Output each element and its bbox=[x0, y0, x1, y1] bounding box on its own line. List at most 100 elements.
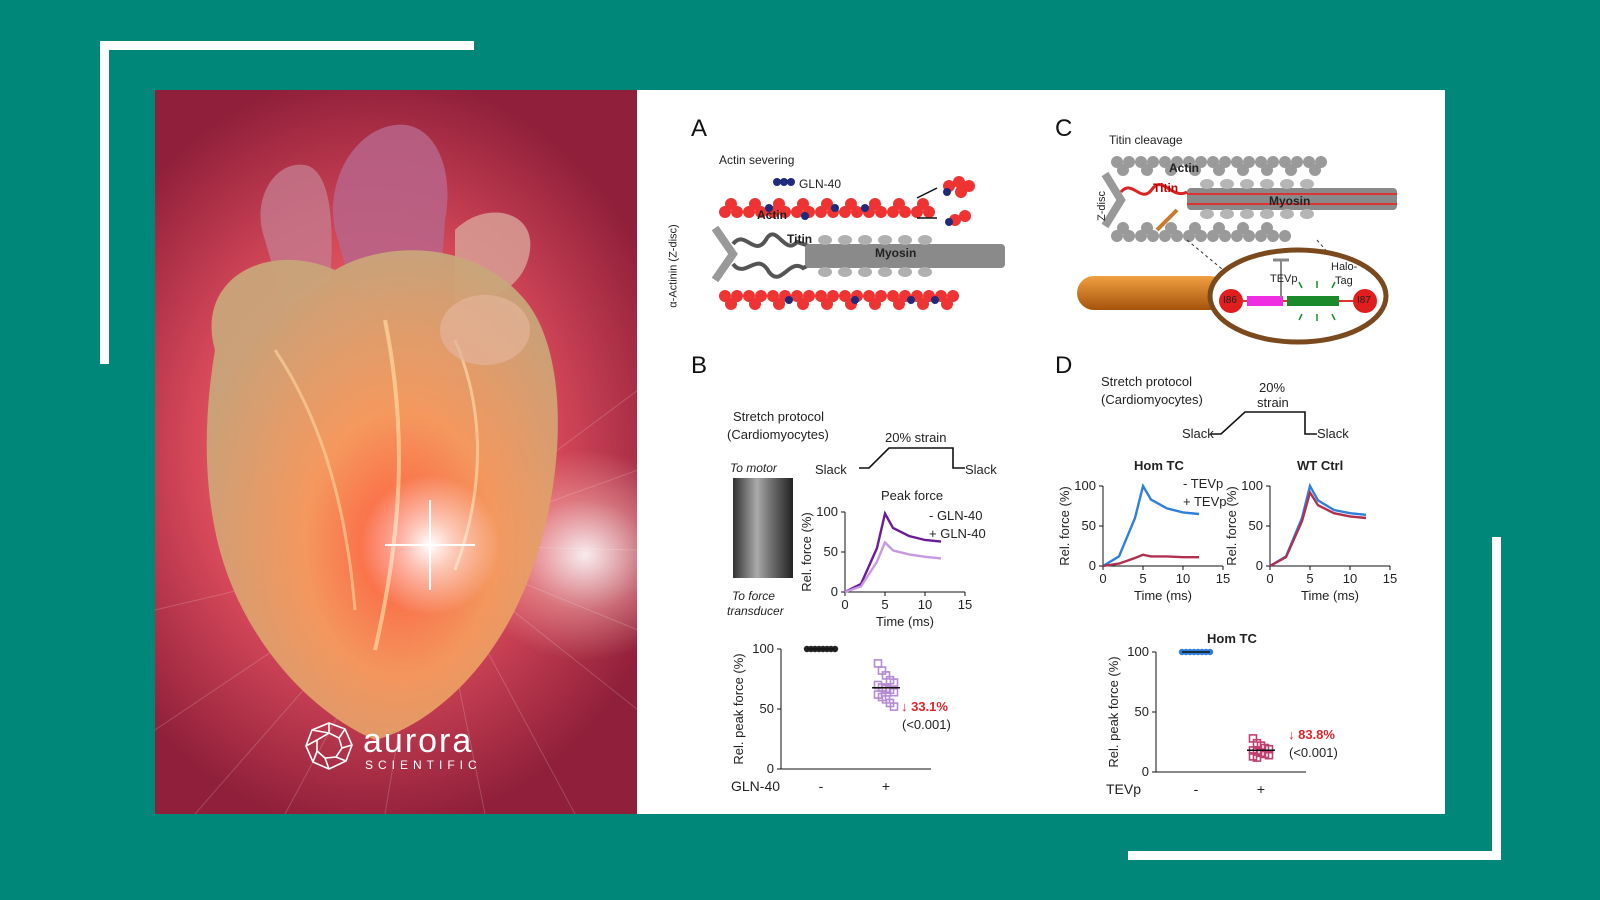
series-line bbox=[844, 510, 942, 594]
data-point bbox=[889, 702, 899, 711]
d-legend-plus: + TEVp bbox=[1183, 494, 1227, 509]
c-halo-label-2: Tag bbox=[1335, 275, 1353, 287]
y-axis-label: Rel. peak force (%) bbox=[1106, 656, 1121, 767]
a-actin-label: Actin bbox=[757, 208, 787, 222]
frame-corner-top-left-vertical bbox=[100, 41, 109, 364]
y-tick-label: 0 bbox=[1089, 558, 1096, 573]
y-tick-label: 50 bbox=[1135, 704, 1149, 719]
d-legend-minus: - TEVp bbox=[1183, 476, 1224, 491]
b-peak-force: Peak force bbox=[881, 488, 944, 503]
c-actin-label: Actin bbox=[1169, 161, 1199, 175]
b-strain-label: 20% strain bbox=[885, 430, 947, 445]
panel-letter-d: D bbox=[1055, 352, 1073, 379]
a-gln-label: GLN-40 bbox=[799, 177, 842, 191]
category-label: - bbox=[819, 778, 824, 794]
d-hom-tc-title: Hom TC bbox=[1134, 458, 1184, 473]
y-tick-label: 100 bbox=[1127, 644, 1149, 659]
y-tick-label: 50 bbox=[1249, 518, 1263, 533]
d-strain-2: strain bbox=[1257, 395, 1289, 410]
y-axis-label: Rel. force (%) bbox=[1057, 486, 1072, 565]
d-wt-ctrl-title: WT Ctrl bbox=[1297, 458, 1344, 473]
b-to-force-2: transducer bbox=[727, 604, 784, 618]
aurora-logo-icon bbox=[305, 722, 353, 770]
c-zdisc-label: Z-disc bbox=[1095, 191, 1108, 221]
d-drop: ↓ 83.8% bbox=[1288, 727, 1335, 742]
b-drop: ↓ 33.1% bbox=[901, 699, 948, 714]
x-tick-label: 10 bbox=[1343, 571, 1357, 586]
category-label: + bbox=[882, 778, 890, 794]
panel-letter-c: C bbox=[1055, 115, 1073, 142]
y-tick-label: 50 bbox=[824, 544, 838, 559]
d-slack-right: Slack bbox=[1317, 426, 1349, 441]
d-slack-left: Slack bbox=[1182, 426, 1214, 441]
c-domain-left: I86 bbox=[1223, 295, 1237, 306]
series-line bbox=[1269, 489, 1367, 568]
y-tick-label: 0 bbox=[767, 761, 774, 776]
frame-corner-bottom-right-vertical bbox=[1492, 537, 1501, 860]
b-legend-plus: + GLN-40 bbox=[929, 526, 986, 541]
brand-name: aurora bbox=[363, 722, 474, 760]
y-tick-label: 50 bbox=[1082, 518, 1096, 533]
b-protocol-line1: Stretch protocol bbox=[733, 409, 825, 424]
y-tick-label: 100 bbox=[1241, 478, 1263, 493]
panel-letter-a: A bbox=[691, 115, 708, 142]
x-tick-label: 15 bbox=[1383, 571, 1397, 586]
d-strain-protocol bbox=[1211, 411, 1317, 435]
y-tick-label: 100 bbox=[1074, 478, 1096, 493]
d-wt-ctrl-trace-chart: 0 5 10 15 0 50 100 Time (ms) Rel. force (%) bbox=[1224, 478, 1397, 603]
data-point bbox=[1252, 753, 1262, 762]
category-label: - bbox=[1194, 781, 1199, 797]
data-point bbox=[889, 687, 899, 697]
series-line bbox=[1102, 482, 1200, 568]
panel-letter-b: B bbox=[691, 352, 708, 379]
heart-graphic bbox=[155, 124, 638, 814]
d-hom-tc-trace-chart: 0 5 10 15 0 50 100 Time (ms) Rel. force (%) bbox=[1057, 478, 1230, 603]
series-line bbox=[1269, 482, 1367, 568]
series-line bbox=[844, 540, 942, 594]
data-point bbox=[1264, 750, 1274, 760]
x-tick-label: 10 bbox=[918, 597, 932, 612]
a-zdisc-label: α-Actinin (Z-disc) bbox=[667, 224, 680, 308]
d-strain-1: 20% bbox=[1259, 380, 1286, 395]
d-protocol-line2: (Cardiomyocytes) bbox=[1101, 392, 1203, 407]
a-titin-label: Titin bbox=[787, 232, 813, 246]
x-axis-label: Time (ms) bbox=[1301, 588, 1359, 603]
x-axis-label: GLN-40 bbox=[731, 778, 780, 794]
x-axis-label: Time (ms) bbox=[1134, 588, 1192, 603]
x-tick-label: 0 bbox=[1266, 571, 1273, 586]
b-peak-force-chart: 0 50 100 Rel. peak force (%) GLN-40 - + bbox=[731, 641, 931, 794]
y-axis-label: Rel. force (%) bbox=[799, 512, 814, 591]
b-slack-right: Slack bbox=[965, 462, 997, 477]
x-tick-label: 10 bbox=[1176, 571, 1190, 586]
brand-subtitle: SCIENTIFIC bbox=[365, 758, 482, 772]
b-legend-minus: - GLN-40 bbox=[929, 508, 983, 523]
c-halo-label-1: Halo- bbox=[1331, 261, 1358, 273]
x-tick-label: 15 bbox=[1216, 571, 1230, 586]
b-strain-protocol bbox=[859, 447, 965, 469]
d-hom-tc-bottom-title: Hom TC bbox=[1207, 631, 1257, 646]
b-protocol-line2: (Cardiomyocytes) bbox=[727, 427, 829, 442]
x-tick-label: 5 bbox=[1306, 571, 1313, 586]
x-tick-label: 0 bbox=[841, 597, 848, 612]
x-tick-label: 0 bbox=[1099, 571, 1106, 586]
y-tick-label: 100 bbox=[752, 641, 774, 656]
x-tick-label: 15 bbox=[958, 597, 972, 612]
b-to-force-1: To force bbox=[732, 589, 775, 603]
category-label: + bbox=[1257, 781, 1265, 797]
d-pval: (<0.001) bbox=[1289, 745, 1338, 760]
b-force-trace-chart: 0 5 10 15 0 50 100 Time (ms) Rel. force (%) bbox=[799, 504, 972, 629]
x-axis-label: Time (ms) bbox=[876, 614, 934, 629]
b-to-motor: To motor bbox=[730, 461, 777, 475]
b-pval: (<0.001) bbox=[902, 717, 951, 732]
x-axis-label: TEVp bbox=[1106, 781, 1141, 797]
figure-panel: A B C D Actin severing bbox=[637, 90, 1445, 814]
y-tick-label: 100 bbox=[816, 504, 838, 519]
x-tick-label: 5 bbox=[881, 597, 888, 612]
c-title: Titin cleavage bbox=[1109, 133, 1183, 147]
y-axis-label: Rel. force (%) bbox=[1224, 486, 1239, 565]
frame-corner-bottom-right bbox=[1128, 851, 1501, 860]
d-protocol-line1: Stretch protocol bbox=[1101, 374, 1193, 389]
a-title: Actin severing bbox=[719, 153, 795, 167]
c-titin-label: Titin bbox=[1153, 181, 1179, 195]
d-peak-force-chart: 0 50 100 Rel. peak force (%) TEVp - + bbox=[1106, 644, 1306, 797]
